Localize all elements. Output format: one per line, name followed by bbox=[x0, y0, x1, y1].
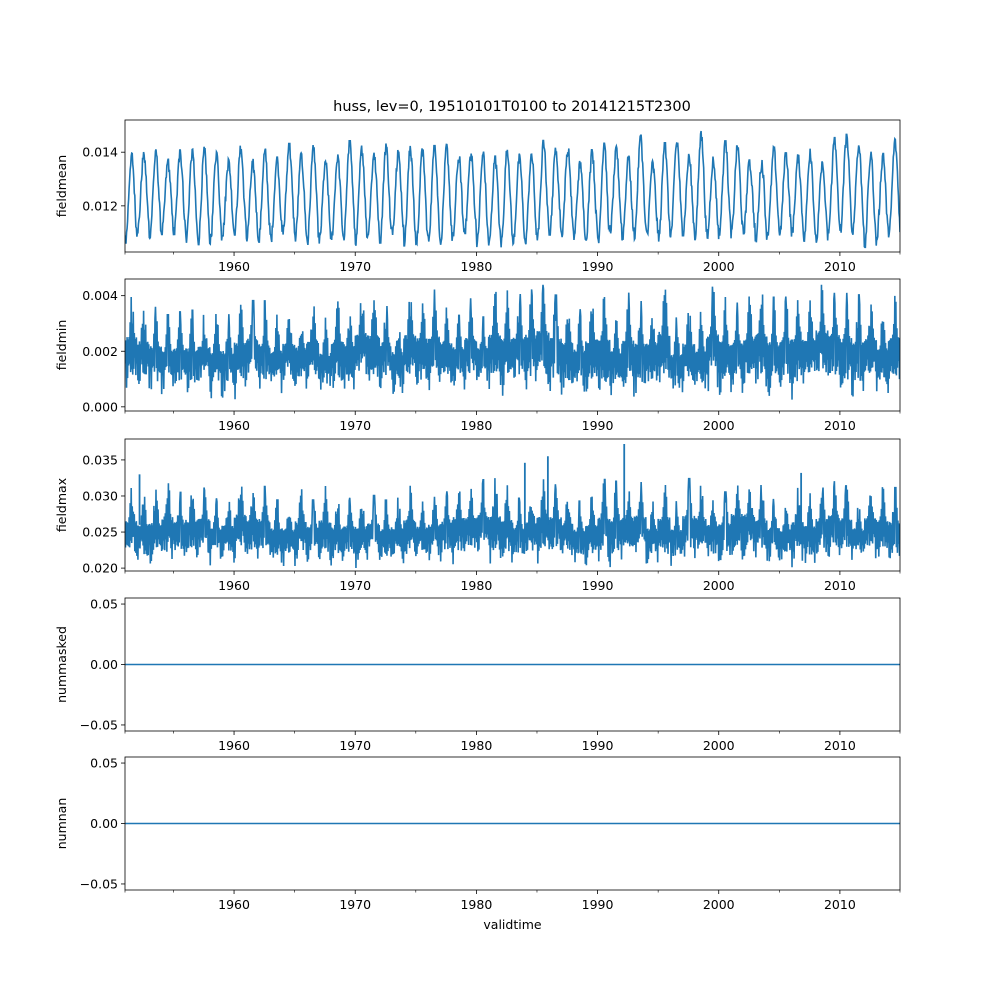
x-tick-label: 1990 bbox=[582, 897, 614, 912]
y-axis-label: fieldmean bbox=[54, 155, 69, 217]
axes-frame bbox=[124, 438, 901, 572]
x-tick-label: 1960 bbox=[218, 578, 250, 593]
x-tick-label: 1980 bbox=[460, 259, 492, 274]
x-tick-label: 2010 bbox=[824, 418, 856, 433]
y-tick-label: 0.025 bbox=[82, 525, 118, 540]
x-tick-label: 1960 bbox=[218, 259, 250, 274]
axes-frame bbox=[124, 119, 901, 253]
x-tick-label: 2000 bbox=[703, 738, 735, 753]
y-tick-label: −0.05 bbox=[80, 876, 118, 891]
y-axis-label: fieldmin bbox=[54, 320, 69, 371]
x-tick-label: 1960 bbox=[218, 738, 250, 753]
y-tick-label: 0.035 bbox=[82, 452, 118, 467]
axes-frame bbox=[124, 278, 901, 412]
x-tick-label: 1970 bbox=[339, 897, 371, 912]
x-tick-label: 1960 bbox=[218, 897, 250, 912]
subplot-numnan: 1960 1970 1980 1990 2000 2010 −0.05 0.00 0.05 num… bbox=[54, 756, 901, 932]
y-tick-label: 0.00 bbox=[90, 657, 118, 672]
x-tick-label: 2000 bbox=[703, 897, 735, 912]
x-tick-label: 2010 bbox=[824, 897, 856, 912]
x-tick-label: 1970 bbox=[339, 259, 371, 274]
x-tick-label: 1980 bbox=[460, 738, 492, 753]
x-tick-label: 1980 bbox=[460, 897, 492, 912]
y-tick-label: −0.05 bbox=[80, 717, 118, 732]
subplot-fieldmin: 1960 1970 1980 1990 2000 2010 0.000 0.002 0.004 f… bbox=[54, 278, 901, 433]
x-tick-label: 2010 bbox=[824, 578, 856, 593]
subplot-fieldmean: 1960 1970 1980 1990 2000 2010 0.012 0.014 fieldm… bbox=[54, 119, 901, 274]
x-tick-label: 2010 bbox=[824, 738, 856, 753]
y-tick-label: 0.004 bbox=[82, 288, 118, 303]
series-line-fieldmax bbox=[125, 477, 900, 569]
x-axis-label: validtime bbox=[483, 917, 541, 932]
series-line-fieldmin bbox=[125, 284, 900, 400]
x-tick-label: 1980 bbox=[460, 418, 492, 433]
y-tick-label: 0.012 bbox=[82, 198, 118, 213]
subplot-fieldmax: 1960 1970 1980 1990 2000 2010 0.020 0.025 0.030 0… bbox=[54, 438, 901, 593]
x-tick-label: 1990 bbox=[582, 418, 614, 433]
subplot-stack: 1960 1970 1980 1990 2000 2010 0.012 0.014 fieldm… bbox=[54, 119, 901, 932]
x-tick-label: 1970 bbox=[339, 738, 371, 753]
y-tick-label: 0.020 bbox=[82, 561, 118, 576]
x-tick-label: 1990 bbox=[582, 738, 614, 753]
y-tick-label: 0.00 bbox=[90, 816, 118, 831]
subplot-nummasked: 1960 1970 1980 1990 2000 2010 −0.05 0.00 0.05 num… bbox=[54, 597, 901, 753]
x-tick-label: 1970 bbox=[339, 418, 371, 433]
y-tick-label: 0.05 bbox=[90, 597, 118, 612]
y-axis-label: fieldmax bbox=[54, 478, 69, 532]
x-tick-label: 1980 bbox=[460, 578, 492, 593]
x-tick-label: 2000 bbox=[703, 259, 735, 274]
x-tick-label: 1990 bbox=[582, 578, 614, 593]
x-tick-label: 1990 bbox=[582, 259, 614, 274]
figure-title: huss, lev=0, 19510101T0100 to 20141215T2… bbox=[333, 99, 691, 115]
y-axis-label: nummasked bbox=[54, 626, 69, 703]
x-tick-label: 2000 bbox=[703, 418, 735, 433]
series-line-fieldmean bbox=[125, 130, 900, 249]
y-tick-label: 0.014 bbox=[82, 145, 118, 160]
x-tick-label: 1970 bbox=[339, 578, 371, 593]
y-tick-label: 0.030 bbox=[82, 488, 118, 503]
y-tick-label: 0.002 bbox=[82, 344, 118, 359]
x-tick-label: 2010 bbox=[824, 259, 856, 274]
x-tick-label: 1960 bbox=[218, 418, 250, 433]
x-tick-label: 2000 bbox=[703, 578, 735, 593]
y-tick-label: 0.05 bbox=[90, 756, 118, 771]
y-tick-label: 0.000 bbox=[82, 399, 118, 414]
y-axis-label: numnan bbox=[54, 798, 69, 850]
